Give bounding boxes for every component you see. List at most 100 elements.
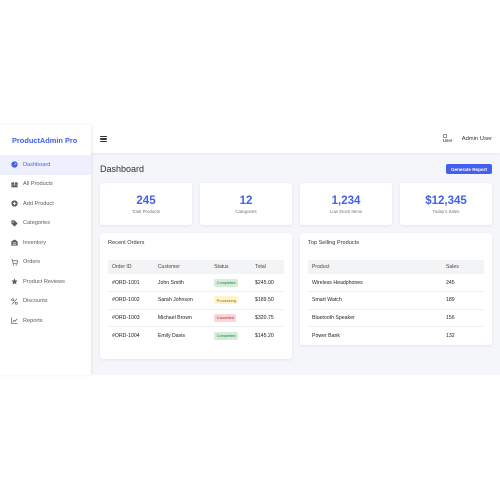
menu-toggle-icon[interactable] xyxy=(100,136,107,142)
stat-card-total-products: 245 Total Products xyxy=(100,183,192,225)
content: Dashboard Generate Report 245 Total Prod… xyxy=(91,153,500,359)
sidebar-item-reports[interactable]: Reports xyxy=(0,311,91,331)
table-row[interactable]: Smart Watch 189 xyxy=(308,291,484,310)
sidebar-item-orders[interactable]: Orders xyxy=(0,253,91,273)
panel-title: Recent Orders xyxy=(108,240,145,246)
app-shell: ProductAdmin Pro Dashboard All Products … xyxy=(0,125,500,375)
sidebar-item-add-product[interactable]: Add Product xyxy=(0,194,91,214)
table-header-row: Order ID Customer Status Total xyxy=(108,260,284,274)
sidebar-item-label: Product Reviews xyxy=(23,278,65,285)
order-total: $320.75 xyxy=(251,309,284,327)
page-title: Dashboard xyxy=(100,164,145,174)
stat-card-low-stock: 1,234 Low Stock Items xyxy=(300,183,392,225)
column-header[interactable]: Order ID xyxy=(108,260,154,274)
column-header[interactable]: Status xyxy=(210,260,252,274)
avatar-alt-text: User xyxy=(442,138,453,144)
gauge-icon xyxy=(11,161,18,168)
sidebar: ProductAdmin Pro Dashboard All Products … xyxy=(0,125,91,375)
page-header: Dashboard Generate Report xyxy=(100,163,492,175)
order-total: $245.00 xyxy=(251,274,284,292)
chart-icon xyxy=(11,317,18,325)
recent-orders-panel: Recent Orders Order ID Customer Status T… xyxy=(100,233,292,359)
plus-circle-icon xyxy=(11,200,18,207)
boxes-icon xyxy=(11,181,18,188)
panel-title: Top Selling Products xyxy=(308,240,359,246)
brand-logo[interactable]: ProductAdmin Pro xyxy=(12,135,78,145)
stat-label: Today's Sales xyxy=(432,208,460,214)
table-row[interactable]: #ORD-1001 John Smith Completed $245.00 xyxy=(108,274,284,292)
broken-image-icon xyxy=(442,134,447,139)
sidebar-item-product-reviews[interactable]: Product Reviews xyxy=(0,272,91,292)
user-menu[interactable]: User Admin User xyxy=(442,133,492,146)
status-badge: Completed xyxy=(214,278,238,287)
stat-value: $12,345 xyxy=(425,194,467,207)
stat-value: 1,234 xyxy=(331,194,361,207)
product-name: Bluetooth Speaker xyxy=(308,309,442,327)
column-header[interactable]: Product xyxy=(308,260,442,274)
table-row[interactable]: #ORD-1003 Michael Brown Cancelled $320.7… xyxy=(108,309,284,327)
product-sales: 132 xyxy=(446,332,455,339)
sidebar-item-label: Inventory xyxy=(23,239,47,246)
sidebar-item-label: Discounts xyxy=(23,298,48,305)
top-selling-table: Product Sales Wireless Headphones 245 Sm… xyxy=(308,260,484,344)
table-row[interactable]: #ORD-1004 Emily Davis Completed $145.20 xyxy=(108,327,284,345)
product-sales: 189 xyxy=(442,291,484,310)
topbar: User Admin User xyxy=(91,125,500,153)
stat-card-categories: 12 Categories xyxy=(200,183,292,225)
column-header[interactable]: Customer xyxy=(153,260,211,274)
status-badge: Cancelled xyxy=(214,313,237,322)
product-name: Smart Watch xyxy=(308,291,442,310)
recent-orders-table: Order ID Customer Status Total #ORD-1001… xyxy=(108,260,284,344)
table-row[interactable]: Power Bank 132 xyxy=(308,327,484,345)
customer-name: Sarah Johnson xyxy=(153,291,211,310)
user-name[interactable]: Admin User xyxy=(461,136,492,142)
column-header[interactable]: Total xyxy=(251,260,284,274)
product-sales: 245 xyxy=(442,274,484,292)
stat-label: Categories xyxy=(235,208,257,214)
customer-name: Michael Brown xyxy=(153,309,211,327)
top-selling-panel: Top Selling Products Product Sales Wirel… xyxy=(300,233,492,345)
sidebar-item-label: Dashboard xyxy=(23,161,51,168)
product-sales: 156 xyxy=(442,309,484,327)
sidebar-item-dashboard[interactable]: Dashboard xyxy=(0,155,91,175)
sidebar-item-label: All Products xyxy=(23,181,53,188)
sidebar-item-label: Orders xyxy=(23,259,41,266)
stat-label: Total Products xyxy=(132,208,160,214)
stat-label: Low Stock Items xyxy=(329,208,363,214)
table-header-row: Product Sales xyxy=(308,260,484,274)
cart-icon xyxy=(11,259,18,266)
star-icon xyxy=(11,278,18,285)
status-badge: Processing xyxy=(214,296,239,305)
sidebar-item-categories[interactable]: Categories xyxy=(0,214,91,234)
avatar[interactable]: User xyxy=(442,133,456,146)
sidebar-item-label: Reports xyxy=(23,317,43,324)
product-name: Power Bank xyxy=(312,332,340,339)
table-row[interactable]: #ORD-1002 Sarah Johnson Processing $189.… xyxy=(108,291,284,310)
stat-value: 12 xyxy=(239,194,253,207)
table-row[interactable]: Bluetooth Speaker 156 xyxy=(308,309,484,327)
order-id: #ORD-1001 xyxy=(108,274,154,292)
order-id: #ORD-1004 xyxy=(112,332,140,339)
order-id: #ORD-1003 xyxy=(108,309,154,327)
column-header[interactable]: Sales xyxy=(442,260,484,274)
order-total: $189.50 xyxy=(251,291,284,310)
order-total: $145.20 xyxy=(255,332,274,339)
status-cell: Processing xyxy=(210,291,252,310)
generate-report-button[interactable]: Generate Report xyxy=(446,163,492,175)
tag-icon xyxy=(11,220,18,227)
sidebar-item-all-products[interactable]: All Products xyxy=(0,175,91,195)
panels-row: Recent Orders Order ID Customer Status T… xyxy=(100,233,492,359)
status-cell: Completed xyxy=(210,327,251,345)
stat-card-todays-sales: $12,345 Today's Sales xyxy=(400,183,492,225)
percent-icon xyxy=(11,298,18,305)
sidebar-item-inventory[interactable]: Inventory xyxy=(0,233,91,253)
customer-name: John Smith xyxy=(153,274,211,292)
stats-row: 245 Total Products 12 Categories 1,234 L… xyxy=(100,183,492,225)
table-row[interactable]: Wireless Headphones 245 xyxy=(308,274,484,292)
status-cell: Completed xyxy=(210,274,252,292)
sidebar-item-discounts[interactable]: Discounts xyxy=(0,292,91,312)
order-id: #ORD-1002 xyxy=(108,291,154,310)
main-area: User Admin User Dashboard Generate Repor… xyxy=(91,125,500,375)
status-cell: Cancelled xyxy=(210,309,252,327)
status-badge: Completed xyxy=(214,331,238,340)
